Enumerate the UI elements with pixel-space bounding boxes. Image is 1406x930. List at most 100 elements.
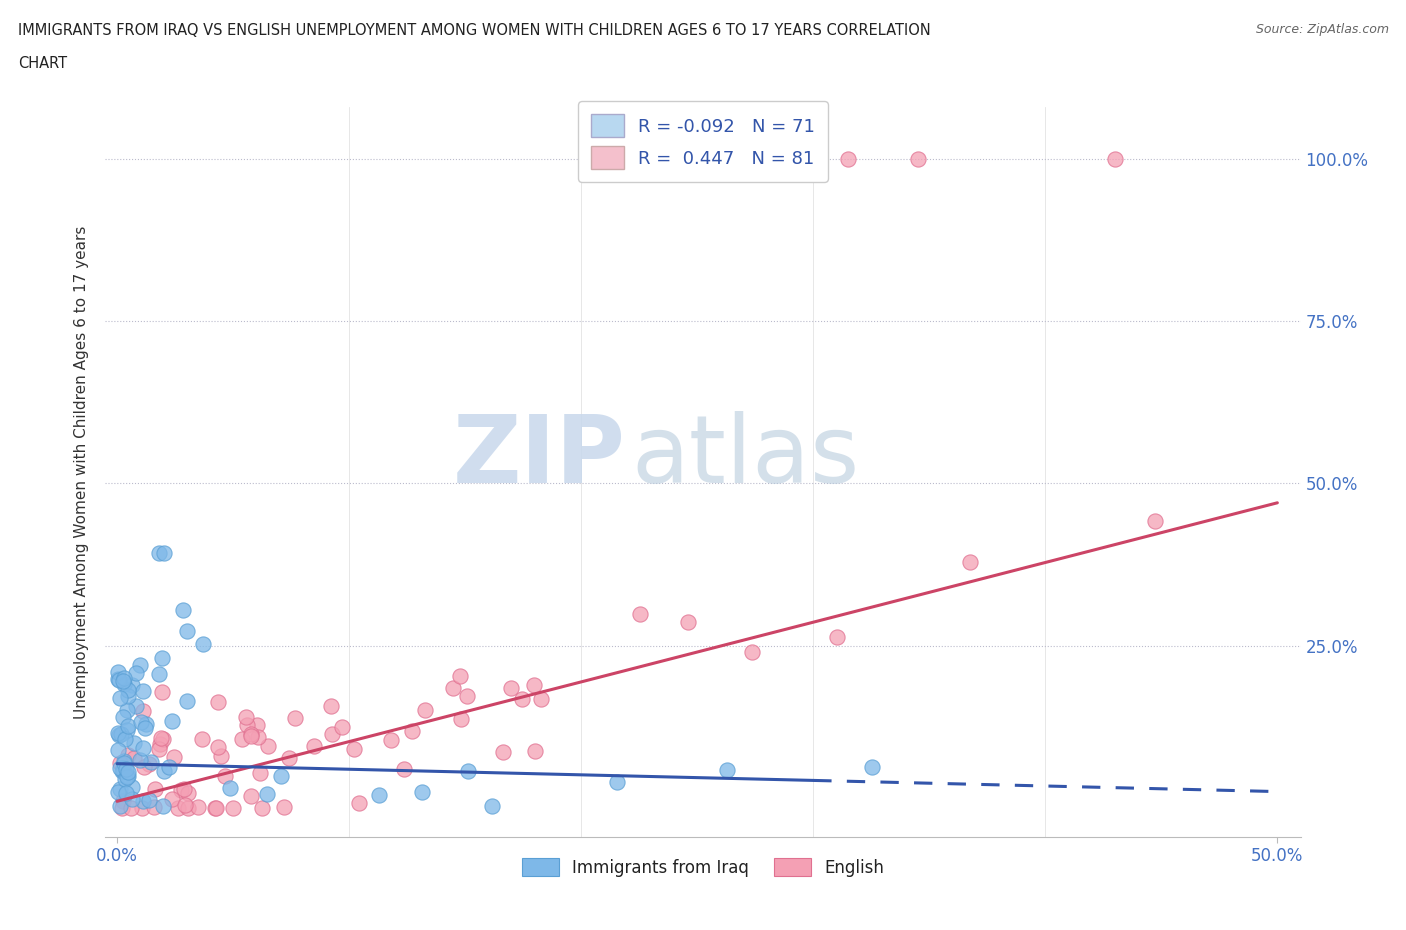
Point [108, 672, 131, 687]
Point [492, 745, 515, 760]
Point [319, 699, 342, 714]
Point [148, 667, 170, 682]
Point [114, 732, 136, 747]
Point [112, 756, 135, 771]
Point [115, 786, 138, 801]
Point [112, 753, 135, 768]
Point [173, 781, 195, 796]
Point [128, 753, 150, 768]
Point [207, 695, 229, 710]
Point [107, 728, 129, 743]
Point [239, 726, 262, 741]
Point [401, 724, 423, 738]
Point [132, 793, 155, 808]
Point [117, 719, 139, 734]
Point [112, 671, 135, 685]
Point [790, 152, 813, 166]
Point [246, 717, 269, 732]
Point [110, 760, 132, 775]
Point [150, 730, 173, 745]
Point [170, 782, 193, 797]
Point [606, 775, 628, 790]
Point [150, 684, 173, 699]
Point [148, 546, 170, 561]
Text: Source: ZipAtlas.com: Source: ZipAtlas.com [1256, 23, 1389, 36]
Point [111, 794, 134, 809]
Point [108, 781, 131, 796]
Point [111, 764, 134, 778]
Point [121, 779, 143, 794]
Point [112, 710, 135, 724]
Point [143, 799, 166, 814]
Legend: Immigrants from Iraq, English: Immigrants from Iraq, English [516, 852, 890, 883]
Point [125, 699, 148, 714]
Point [112, 676, 135, 691]
Point [270, 769, 292, 784]
Point [134, 720, 156, 735]
Point [111, 801, 134, 816]
Point [1143, 513, 1166, 528]
Point [115, 703, 138, 718]
Point [125, 666, 148, 681]
Point [240, 728, 263, 743]
Point [209, 749, 232, 764]
Point [152, 764, 174, 778]
Point [321, 727, 343, 742]
Point [721, 152, 744, 166]
Point [860, 759, 883, 774]
Point [114, 762, 136, 777]
Point [152, 545, 174, 560]
Point [132, 760, 155, 775]
Point [187, 799, 209, 814]
Point [107, 665, 129, 680]
Point [107, 725, 129, 740]
Point [117, 683, 139, 698]
Point [108, 799, 131, 814]
Point [959, 554, 981, 569]
Point [129, 658, 152, 672]
Point [149, 737, 172, 751]
Point [837, 152, 859, 166]
Point [117, 723, 139, 737]
Point [160, 791, 183, 806]
Point [392, 761, 415, 776]
Point [204, 801, 226, 816]
Point [177, 786, 200, 801]
Point [145, 781, 167, 796]
Point [214, 768, 236, 783]
Point [122, 751, 145, 766]
Point [122, 736, 145, 751]
Point [413, 703, 436, 718]
Point [107, 671, 129, 686]
Point [235, 718, 257, 733]
Point [302, 738, 325, 753]
Point [240, 789, 263, 804]
Point [131, 684, 153, 698]
Point [131, 714, 153, 729]
Y-axis label: Unemployment Among Women with Children Ages 6 to 17 years: Unemployment Among Women with Children A… [75, 225, 90, 719]
Point [256, 738, 278, 753]
Point [107, 784, 129, 799]
Point [152, 731, 174, 746]
Point [343, 741, 366, 756]
Point [457, 764, 479, 778]
Point [907, 152, 929, 166]
Point [219, 780, 242, 795]
Point [221, 801, 243, 816]
Point [231, 731, 253, 746]
Point [523, 743, 546, 758]
Point [150, 650, 173, 665]
Text: ZIP: ZIP [453, 411, 626, 503]
Point [456, 689, 478, 704]
Point [173, 603, 195, 618]
Point [132, 740, 155, 755]
Point [138, 756, 160, 771]
Point [117, 769, 139, 784]
Point [138, 792, 160, 807]
Point [117, 748, 139, 763]
Point [256, 787, 278, 802]
Point [117, 764, 139, 779]
Point [177, 801, 200, 816]
Point [530, 691, 553, 706]
Point [250, 801, 273, 816]
